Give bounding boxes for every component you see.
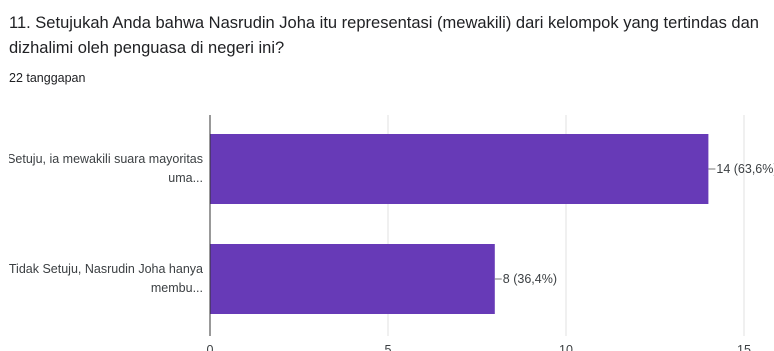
bars — [210, 134, 709, 314]
x-tick-label: 15 — [737, 343, 751, 351]
data-label: 14 (63,6%) — [716, 162, 774, 176]
category-label: membu... — [151, 281, 203, 295]
category-label: Setuju, ia mewakili suara mayoritas — [7, 152, 203, 166]
category-labels: Setuju, ia mewakili suara mayoritas uma..… — [7, 152, 203, 295]
bar — [210, 134, 709, 204]
question-title: 11. Setujukah Anda bahwa Nasrudin Joha i… — [9, 14, 759, 57]
category-label: Tidak Setuju, Nasrudin Joha hanya — [9, 262, 203, 276]
response-count: 22 tanggapan — [9, 71, 86, 85]
category-label: uma... — [168, 171, 203, 185]
x-tick-labels: 0 5 10 15 — [207, 343, 751, 351]
x-tick-label: 10 — [559, 343, 573, 351]
bar — [210, 244, 495, 314]
x-tick-label: 0 — [207, 343, 214, 351]
x-tick-label: 5 — [385, 343, 392, 351]
data-labels: 14 (63,6%) 8 (36,4%) — [494, 162, 774, 286]
data-label: 8 (36,4%) — [503, 272, 557, 286]
